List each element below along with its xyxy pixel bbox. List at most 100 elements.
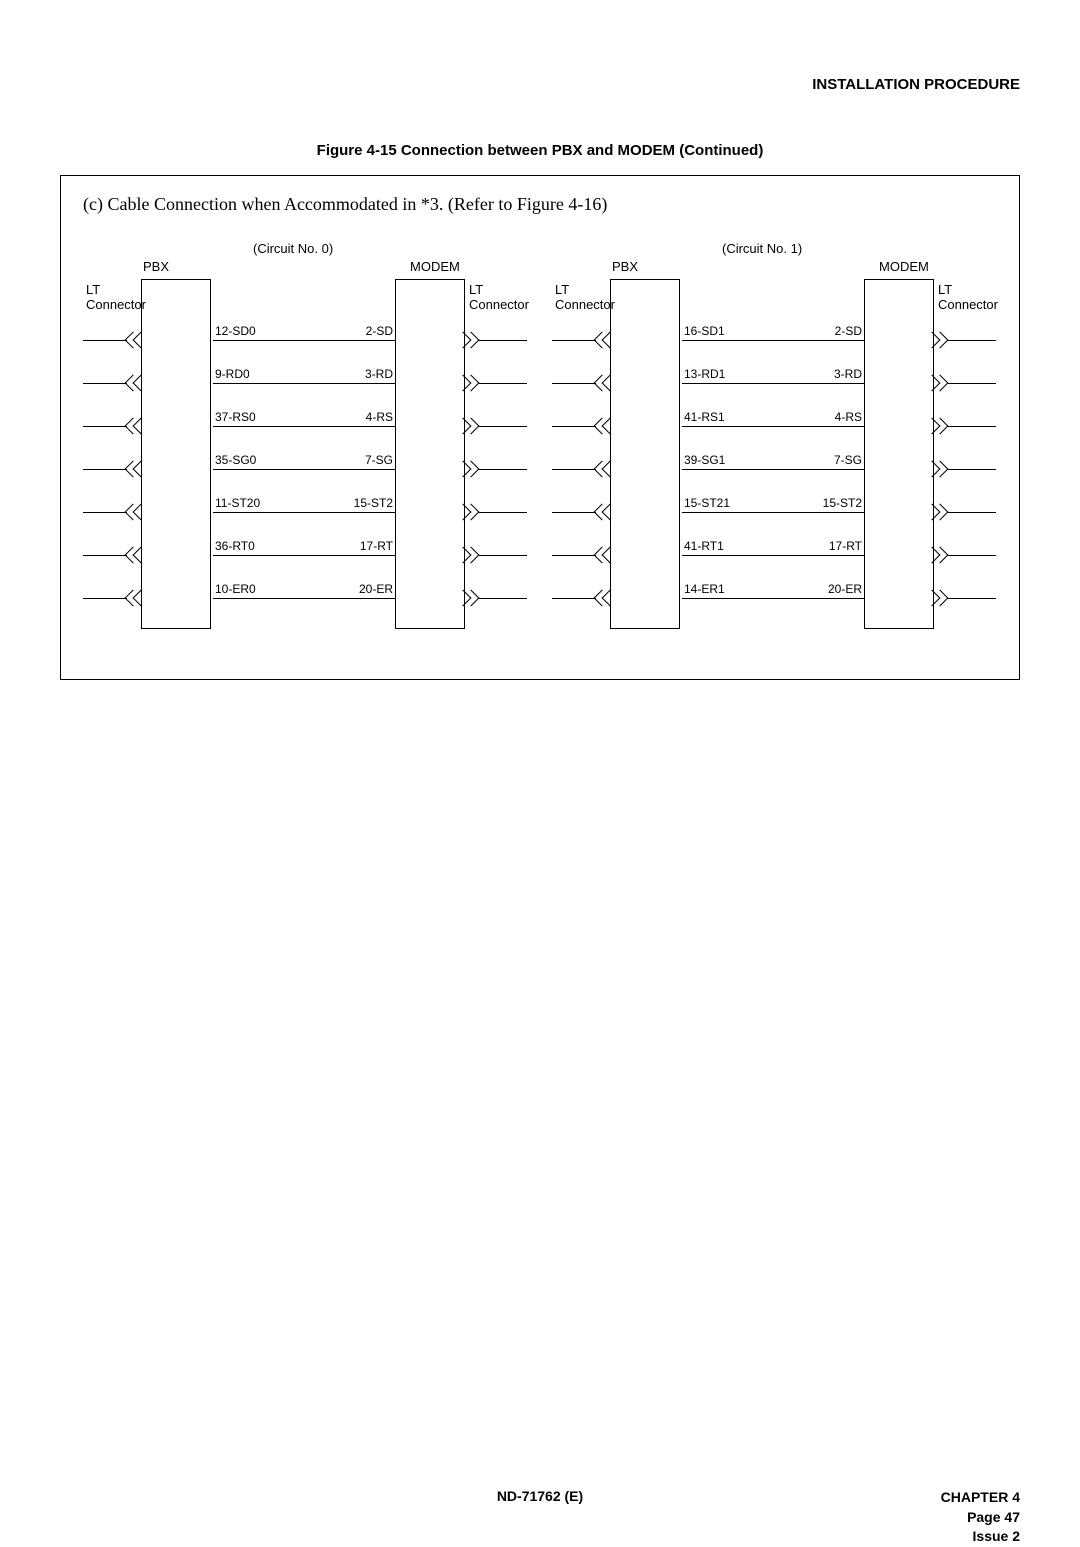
pin-label-right: 7-SG: [365, 453, 393, 467]
figure-title: Figure 4-15 Connection between PBX and M…: [0, 142, 1080, 159]
wire-row: 12-SD02-SD: [83, 330, 528, 350]
wire-stub-right: [479, 555, 527, 556]
pin-label-left: 12-SD0: [215, 324, 256, 338]
pin-label-right: 3-RD: [834, 367, 862, 381]
lt-connector-label: LTConnector: [469, 283, 529, 313]
wire-row: 37-RS04-RS: [83, 416, 528, 436]
footer-issue: Issue 2: [941, 1527, 1020, 1547]
pin-label-right: 3-RD: [365, 367, 393, 381]
circuit-block: PBX(Circuit No. 1)MODEMLTConnectorLTConn…: [552, 235, 997, 640]
pin-label-right: 7-SG: [834, 453, 862, 467]
pin-label-left: 9-RD0: [215, 367, 250, 381]
pin-label-right: 17-RT: [829, 539, 862, 553]
wire-row: 41-RS14-RS: [552, 416, 997, 436]
wire-center: [213, 340, 395, 341]
wire-stub-right: [479, 598, 527, 599]
wire-stub-right: [948, 469, 996, 470]
pin-label-right: 17-RT: [360, 539, 393, 553]
wire-row: 39-SG17-SG: [552, 459, 997, 479]
wire-row: 41-RT117-RT: [552, 545, 997, 565]
wire-stub-right: [948, 598, 996, 599]
pin-label-left: 11-ST20: [215, 496, 260, 510]
circuit-label: (Circuit No. 0): [253, 241, 333, 256]
wire-row: 11-ST2015-ST2: [83, 502, 528, 522]
wire-stub-right: [948, 512, 996, 513]
wire-row: 16-SD12-SD: [552, 330, 997, 350]
pin-label-right: 2-SD: [366, 324, 393, 338]
wire-center: [682, 512, 864, 513]
section-header: INSTALLATION PROCEDURE: [812, 76, 1020, 93]
pin-label-left: 41-RS1: [684, 410, 725, 424]
footer-doc-id: ND-71762 (E): [0, 1488, 1080, 1504]
wire-row: 36-RT017-RT: [83, 545, 528, 565]
pin-label-left: 13-RD1: [684, 367, 725, 381]
wire-stub-left: [552, 512, 596, 513]
footer-chapter: CHAPTER 4: [941, 1488, 1020, 1508]
wire-stub-right: [948, 383, 996, 384]
wire-stub-right: [948, 340, 996, 341]
wire-stub-right: [479, 512, 527, 513]
pin-label-right: 15-ST2: [823, 496, 862, 510]
pin-label-left: 16-SD1: [684, 324, 725, 338]
wire-center: [213, 598, 395, 599]
wire-stub-right: [479, 340, 527, 341]
wire-stub-right: [479, 469, 527, 470]
wire-center: [682, 598, 864, 599]
wire-center: [213, 469, 395, 470]
wire-row: 14-ER120-ER: [552, 588, 997, 608]
wire-stub-right: [479, 426, 527, 427]
wire-row: 9-RD03-RD: [83, 373, 528, 393]
wire-row: 10-ER020-ER: [83, 588, 528, 608]
wire-stub-right: [948, 555, 996, 556]
pin-label-left: 14-ER1: [684, 582, 725, 596]
figure-frame: (c) Cable Connection when Accommodated i…: [60, 175, 1020, 680]
circuit-label: (Circuit No. 1): [722, 241, 802, 256]
pin-label-left: 10-ER0: [215, 582, 256, 596]
lt-connector-label: LTConnector: [555, 283, 615, 313]
wire-center: [213, 383, 395, 384]
wire-stub-left: [83, 426, 127, 427]
wire-stub-right: [479, 383, 527, 384]
wire-stub-left: [552, 383, 596, 384]
modem-label: MODEM: [879, 259, 929, 274]
lt-connector-label: LTConnector: [86, 283, 146, 313]
wire-stub-right: [948, 426, 996, 427]
footer-page: Page 47: [941, 1508, 1020, 1528]
pin-label-left: 37-RS0: [215, 410, 256, 424]
wire-center: [213, 555, 395, 556]
pin-label-right: 20-ER: [359, 582, 393, 596]
wire-stub-left: [83, 383, 127, 384]
wire-stub-left: [552, 555, 596, 556]
pbx-label: PBX: [612, 259, 638, 274]
pin-label-left: 15-ST21: [684, 496, 730, 510]
wire-center: [682, 340, 864, 341]
pin-label-left: 39-SG1: [684, 453, 725, 467]
wire-center: [213, 426, 395, 427]
wire-center: [682, 555, 864, 556]
pin-label-left: 36-RT0: [215, 539, 255, 553]
wire-stub-left: [552, 340, 596, 341]
wire-center: [682, 469, 864, 470]
wire-stub-left: [552, 426, 596, 427]
wire-row: 35-SG07-SG: [83, 459, 528, 479]
wire-center: [682, 383, 864, 384]
circuit-block: PBX(Circuit No. 0)MODEMLTConnectorLTConn…: [83, 235, 528, 640]
wire-stub-left: [83, 555, 127, 556]
wire-center: [682, 426, 864, 427]
wire-stub-left: [83, 598, 127, 599]
pin-label-right: 4-RS: [835, 410, 862, 424]
wire-stub-left: [83, 469, 127, 470]
modem-label: MODEM: [410, 259, 460, 274]
circuits-row: PBX (Circuit No. 0) MODEM LTConnector LTConn…: [83, 235, 997, 640]
figure-caption: (c) Cable Connection when Accommodated i…: [83, 194, 997, 215]
wire-stub-left: [83, 512, 127, 513]
wire-stub-left: [83, 340, 127, 341]
pin-label-left: 35-SG0: [215, 453, 256, 467]
wire-center: [213, 512, 395, 513]
wire-row: 13-RD13-RD: [552, 373, 997, 393]
pin-label-right: 2-SD: [835, 324, 862, 338]
wire-stub-left: [552, 598, 596, 599]
wire-row: 15-ST2115-ST2: [552, 502, 997, 522]
pin-label-right: 20-ER: [828, 582, 862, 596]
pin-label-right: 15-ST2: [354, 496, 393, 510]
